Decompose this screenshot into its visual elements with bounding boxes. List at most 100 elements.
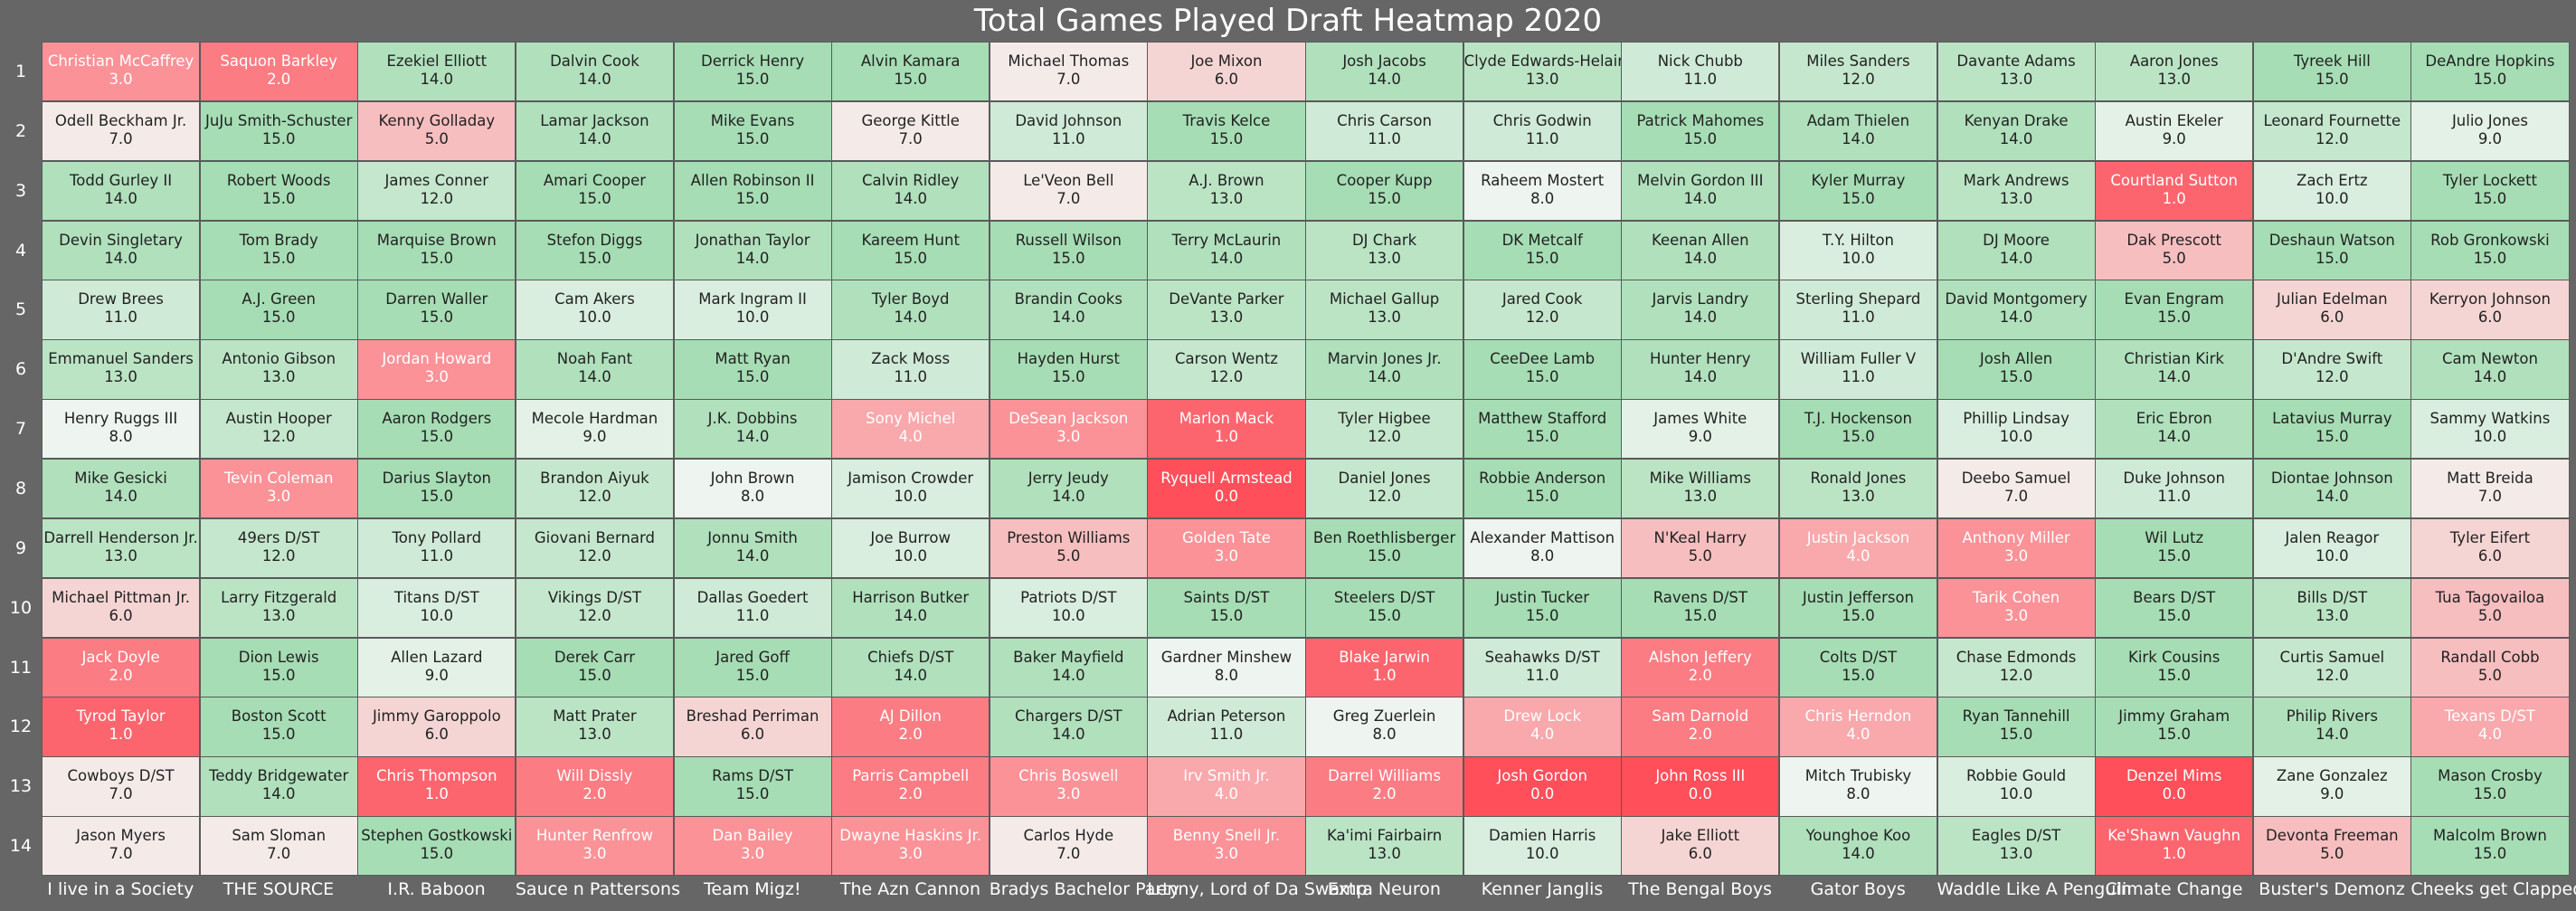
cell-value-label: 8.0 — [1530, 189, 1555, 207]
heatmap-cell: Patrick Mahomes 15.0 — [1621, 100, 1780, 162]
cell-player-label: Noah Fant — [556, 350, 633, 368]
cell-player-label: J.K. Dobbins — [707, 410, 798, 428]
heatmap-cell: Robbie Anderson 15.0 — [1463, 459, 1622, 519]
cell-player-label: Dwayne Haskins Jr. — [839, 827, 982, 845]
heatmap-cell: DK Metcalf 15.0 — [1463, 220, 1622, 280]
cell-value-label: 13.0 — [1842, 488, 1875, 505]
heatmap-cell: Patriots D/ST 10.0 — [989, 577, 1148, 639]
cell-player-label: John Brown — [710, 470, 795, 487]
heatmap-cell: Josh Allen 15.0 — [1937, 339, 2096, 400]
heatmap-cell: Nick Chubb 11.0 — [1621, 42, 1780, 102]
cell-player-label: Austin Ekeler — [2125, 111, 2223, 129]
heatmap-cell: Breshad Perriman 6.0 — [673, 697, 832, 757]
cell-value-label: 15.0 — [1209, 129, 1244, 147]
cell-player-label: Rob Gronkowski — [2430, 231, 2550, 249]
cell-player-label: Larry Fitzgerald — [221, 588, 337, 606]
heatmap-cell: Jimmy Graham 15.0 — [2095, 697, 2254, 757]
cell-player-label: Eric Ebron — [2136, 410, 2212, 428]
cell-player-label: Kenny Golladay — [378, 111, 496, 129]
column-label: Climate Change — [2105, 879, 2243, 899]
cell-value-label: 12.0 — [1368, 488, 1401, 505]
heatmap-cell: Younghoe Koo 14.0 — [1778, 816, 1937, 877]
cell-value-label: 7.0 — [1056, 845, 1081, 863]
cell-value-label: 15.0 — [420, 845, 454, 863]
heatmap-cell: Anthony Miller 3.0 — [1937, 517, 2096, 579]
cell-value-label: 6.0 — [740, 726, 765, 744]
heatmap-grid: Christian McCaffrey 3.0 Saquon Barkley 2.0 E… — [42, 42, 2570, 877]
cell-value-label: 15.0 — [1683, 606, 1718, 624]
heatmap-cell: Ryan Tannehill 15.0 — [1937, 697, 2096, 757]
heatmap-cell: Lamar Jackson 14.0 — [515, 100, 674, 162]
cell-value-label: 15.0 — [1999, 726, 2033, 744]
heatmap-cell: DeSean Jackson 3.0 — [989, 399, 1148, 460]
cell-value-label: 12.0 — [2315, 666, 2349, 684]
heatmap-cell: Aaron Jones 13.0 — [2095, 42, 2254, 102]
cell-value-label: 10.0 — [578, 308, 611, 327]
heatmap-cell: Harrison Butker 14.0 — [831, 577, 990, 639]
cell-value-label: 15.0 — [2473, 785, 2507, 803]
cell-value-label: 15.0 — [2473, 845, 2507, 863]
cell-player-label: Zane Gonzalez — [2276, 767, 2388, 785]
heatmap-cell: Travis Kelce 15.0 — [1147, 100, 1306, 162]
cell-player-label: Saints D/ST — [1183, 588, 1270, 606]
heatmap-cell: Josh Jacobs 14.0 — [1305, 42, 1464, 102]
heatmap-cell: Christian McCaffrey 3.0 — [42, 42, 201, 102]
cell-player-label: A.J. Brown — [1189, 171, 1264, 189]
heatmap-cell: David Montgomery 14.0 — [1937, 280, 2096, 340]
cell-value-label: 12.0 — [578, 488, 611, 505]
heatmap-cell: Saquon Barkley 2.0 — [199, 42, 358, 102]
heatmap-cell: Jared Cook 12.0 — [1463, 280, 1622, 340]
heatmap-cell: Curtis Samuel 12.0 — [2252, 637, 2411, 697]
heatmap-cell: Christian Kirk 14.0 — [2095, 339, 2254, 400]
heatmap-cell: Duke Johnson 11.0 — [2095, 459, 2254, 519]
heatmap-cell: Allen Lazard 9.0 — [357, 637, 516, 697]
cell-player-label: Matt Breida — [2447, 470, 2533, 487]
heatmap-cell: Tyreek Hill 15.0 — [2252, 42, 2411, 102]
cell-value-label: 15.0 — [2315, 71, 2349, 88]
cell-player-label: Justin Jackson — [1806, 528, 1910, 546]
cell-value-label: 8.0 — [1846, 785, 1870, 803]
cell-player-label: Jared Goff — [715, 648, 790, 666]
heatmap-cell: Julio Jones 9.0 — [2410, 100, 2570, 162]
cell-value-label: 15.0 — [261, 129, 296, 147]
heatmap-cell: Aaron Rodgers 15.0 — [357, 399, 516, 460]
cell-player-label: Deshaun Watson — [2268, 231, 2395, 249]
heatmap-cell: Phillip Lindsay 10.0 — [1937, 399, 2096, 460]
cell-value-label: 15.0 — [735, 189, 770, 207]
cell-player-label: Hayden Hurst — [1017, 350, 1120, 368]
heatmap-cell: Miles Sanders 12.0 — [1778, 42, 1937, 102]
cell-value-label: 0.0 — [1688, 785, 1712, 803]
cell-player-label: 49ers D/ST — [237, 528, 320, 546]
cell-player-label: Chris Carson — [1337, 111, 1432, 129]
cell-player-label: Evan Engram — [2124, 290, 2224, 308]
cell-player-label: DeSean Jackson — [1009, 410, 1129, 428]
cell-value-label: 5.0 — [424, 129, 449, 147]
cell-player-label: DK Metcalf — [1501, 231, 1583, 249]
column-label: Team Migz! — [704, 879, 801, 899]
cell-player-label: Golden Tate — [1182, 528, 1271, 546]
heatmap-cell: Allen Robinson II 15.0 — [673, 160, 832, 222]
cell-value-label: 7.0 — [1056, 71, 1081, 88]
cell-value-label: 10.0 — [735, 308, 770, 327]
cell-player-label: Chris Thompson — [376, 767, 497, 785]
cell-player-label: Ryquell Armstead — [1160, 470, 1293, 487]
cell-player-label: Randall Cobb — [2440, 648, 2540, 666]
cell-value-label: 14.0 — [261, 785, 296, 803]
cell-value-label: 6.0 — [2477, 308, 2503, 327]
cell-player-label: Matt Prater — [553, 707, 637, 726]
heatmap-cell: Tyler Eifert 6.0 — [2410, 517, 2570, 579]
cell-player-label: Dallas Goedert — [696, 588, 809, 606]
cell-player-label: John Ross III — [1655, 767, 1746, 785]
column-label: Buster's Demonz — [2259, 879, 2405, 899]
heatmap-cell: Deshaun Watson 15.0 — [2252, 220, 2411, 280]
cell-value-label: 7.0 — [109, 129, 133, 147]
heatmap-cell: Melvin Gordon III 14.0 — [1621, 160, 1780, 222]
cell-player-label: Irv Smith Jr. — [1183, 767, 1270, 785]
heatmap-cell: J.K. Dobbins 14.0 — [673, 399, 832, 460]
cell-value-label: 15.0 — [1683, 129, 1718, 147]
cell-value-label: 15.0 — [1525, 428, 1559, 446]
cell-value-label: 7.0 — [2003, 488, 2029, 505]
cell-value-label: 14.0 — [104, 488, 137, 505]
cell-player-label: Drew Lock — [1503, 707, 1582, 726]
cell-value-label: 3.0 — [898, 845, 923, 863]
